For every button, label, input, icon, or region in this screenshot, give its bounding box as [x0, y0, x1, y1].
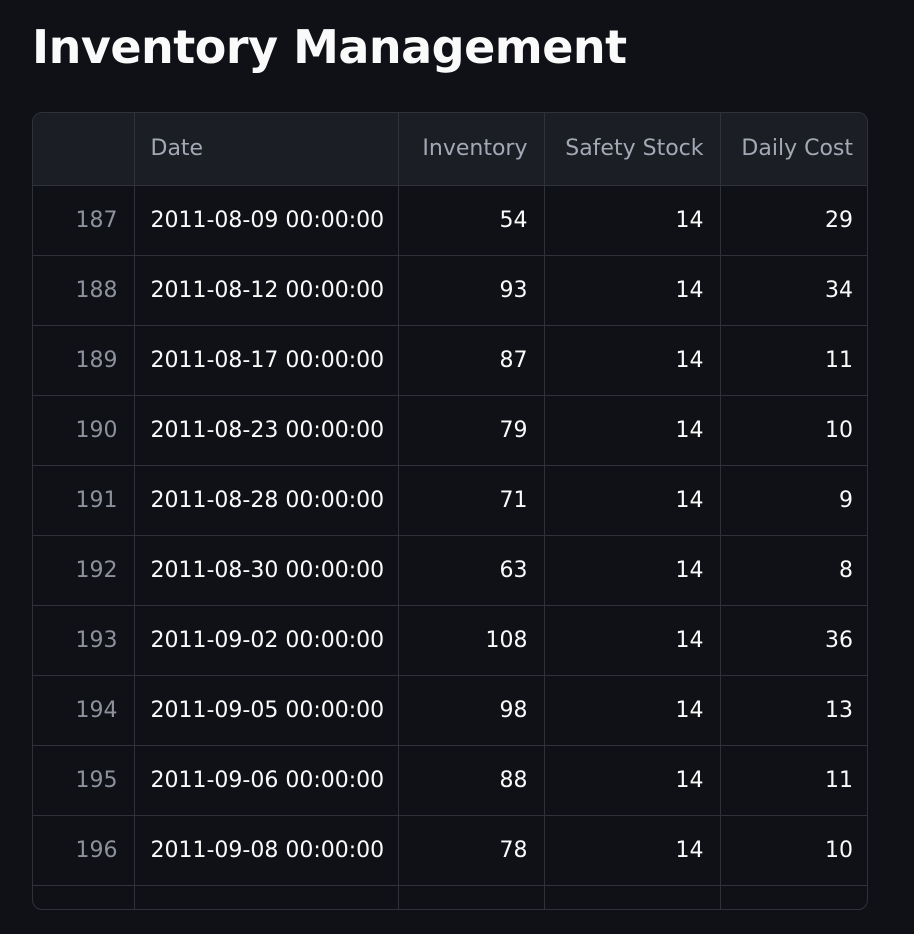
table-row[interactable]: 194 2011-09-05 00:00:00 98 14 13	[33, 675, 867, 746]
row-index-cell[interactable]: 187	[33, 185, 135, 256]
daily-cost-cell[interactable]: 8	[720, 535, 867, 606]
daily-cost-cell[interactable]: 11	[720, 325, 867, 396]
safety-stock-cell[interactable]: 14	[544, 325, 721, 396]
date-cell[interactable]: 2011-09-08 00:00:00	[134, 815, 399, 886]
inventory-table[interactable]: Date Inventory Safety Stock Daily Cost 1…	[33, 113, 867, 909]
safety-stock-cell[interactable]: 14	[544, 255, 721, 326]
safety-stock-cell[interactable]: 14	[544, 675, 721, 746]
empty-cell	[720, 885, 867, 909]
empty-cell	[134, 885, 399, 909]
table-row[interactable]: 196 2011-09-08 00:00:00 78 14 10	[33, 815, 867, 886]
daily-cost-cell[interactable]: 10	[720, 815, 867, 886]
row-index-cell[interactable]: 193	[33, 605, 135, 676]
column-header-index[interactable]	[33, 113, 135, 186]
date-cell[interactable]: 2011-08-12 00:00:00	[134, 255, 399, 326]
table-row[interactable]: 193 2011-09-02 00:00:00 108 14 36	[33, 605, 867, 676]
table-body: 187 2011-08-09 00:00:00 54 14 29 188 2011-08-1…	[33, 185, 867, 909]
table-row[interactable]: 190 2011-08-23 00:00:00 79 14 10	[33, 395, 867, 466]
inventory-cell[interactable]: 78	[398, 815, 545, 886]
row-index-cell[interactable]: 188	[33, 255, 135, 326]
date-cell[interactable]: 2011-08-23 00:00:00	[134, 395, 399, 466]
column-header-safety-stock[interactable]: Safety Stock	[544, 113, 721, 186]
table-row[interactable]: 187 2011-08-09 00:00:00 54 14 29	[33, 185, 867, 256]
data-table[interactable]: Date Inventory Safety Stock Daily Cost 1…	[32, 112, 868, 910]
safety-stock-cell[interactable]: 14	[544, 605, 721, 676]
safety-stock-cell[interactable]: 14	[544, 185, 721, 256]
empty-cell	[544, 885, 721, 909]
inventory-cell[interactable]: 54	[398, 185, 545, 256]
daily-cost-cell[interactable]: 36	[720, 605, 867, 676]
table-row[interactable]: 189 2011-08-17 00:00:00 87 14 11	[33, 325, 867, 396]
date-cell[interactable]: 2011-08-17 00:00:00	[134, 325, 399, 396]
table-header-row: Date Inventory Safety Stock Daily Cost	[33, 113, 867, 186]
inventory-cell[interactable]: 63	[398, 535, 545, 606]
date-cell[interactable]: 2011-09-02 00:00:00	[134, 605, 399, 676]
row-index-cell[interactable]: 195	[33, 745, 135, 816]
safety-stock-cell[interactable]: 14	[544, 815, 721, 886]
daily-cost-cell[interactable]: 34	[720, 255, 867, 326]
table-row[interactable]: 188 2011-08-12 00:00:00 93 14 34	[33, 255, 867, 326]
table-row-partial	[33, 885, 867, 909]
date-cell[interactable]: 2011-09-06 00:00:00	[134, 745, 399, 816]
inventory-cell[interactable]: 71	[398, 465, 545, 536]
table-row[interactable]: 191 2011-08-28 00:00:00 71 14 9	[33, 465, 867, 536]
row-index-cell[interactable]: 189	[33, 325, 135, 396]
row-index-cell[interactable]: 191	[33, 465, 135, 536]
date-cell[interactable]: 2011-08-09 00:00:00	[134, 185, 399, 256]
date-cell[interactable]: 2011-08-28 00:00:00	[134, 465, 399, 536]
column-header-date[interactable]: Date	[134, 113, 399, 186]
empty-cell	[33, 885, 135, 909]
date-cell[interactable]: 2011-08-30 00:00:00	[134, 535, 399, 606]
column-header-daily-cost[interactable]: Daily Cost	[720, 113, 867, 186]
safety-stock-cell[interactable]: 14	[544, 535, 721, 606]
daily-cost-cell[interactable]: 9	[720, 465, 867, 536]
row-index-cell[interactable]: 190	[33, 395, 135, 466]
row-index-cell[interactable]: 196	[33, 815, 135, 886]
inventory-cell[interactable]: 87	[398, 325, 545, 396]
safety-stock-cell[interactable]: 14	[544, 465, 721, 536]
row-index-cell[interactable]: 194	[33, 675, 135, 746]
inventory-cell[interactable]: 93	[398, 255, 545, 326]
daily-cost-cell[interactable]: 29	[720, 185, 867, 256]
table-row[interactable]: 192 2011-08-30 00:00:00 63 14 8	[33, 535, 867, 606]
inventory-cell[interactable]: 88	[398, 745, 545, 816]
daily-cost-cell[interactable]: 10	[720, 395, 867, 466]
safety-stock-cell[interactable]: 14	[544, 395, 721, 466]
empty-cell	[398, 885, 545, 909]
column-header-inventory[interactable]: Inventory	[398, 113, 545, 186]
daily-cost-cell[interactable]: 13	[720, 675, 867, 746]
daily-cost-cell[interactable]: 11	[720, 745, 867, 816]
row-index-cell[interactable]: 192	[33, 535, 135, 606]
inventory-cell[interactable]: 98	[398, 675, 545, 746]
inventory-cell[interactable]: 79	[398, 395, 545, 466]
page-title: Inventory Management	[32, 20, 627, 74]
date-cell[interactable]: 2011-09-05 00:00:00	[134, 675, 399, 746]
table-row[interactable]: 195 2011-09-06 00:00:00 88 14 11	[33, 745, 867, 816]
inventory-cell[interactable]: 108	[398, 605, 545, 676]
safety-stock-cell[interactable]: 14	[544, 745, 721, 816]
